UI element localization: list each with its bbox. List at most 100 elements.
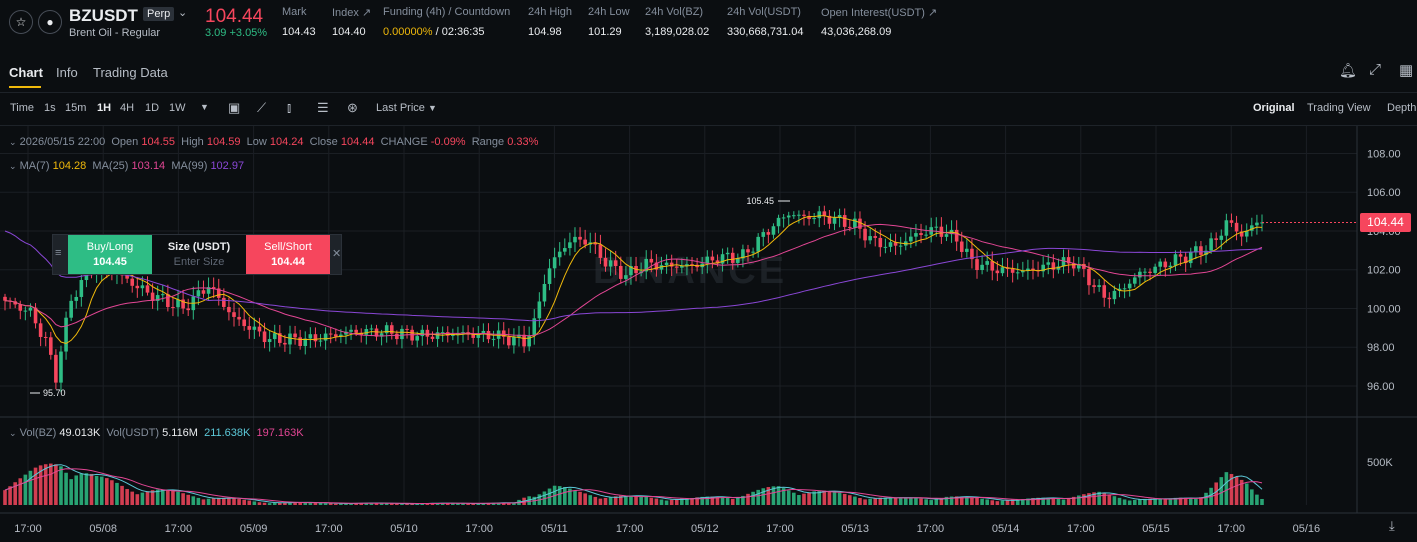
symbol-name[interactable]: BZUSDT	[69, 6, 138, 25]
candle-body	[924, 234, 928, 236]
volume-bar	[110, 480, 114, 505]
candle-body	[802, 214, 806, 216]
vol-legend: ⌄ Vol(BZ) 49.013K Vol(USDT) 5.116M 211.6…	[9, 427, 304, 439]
view-trading-view[interactable]: Trading View	[1307, 102, 1371, 114]
candle-body	[1122, 288, 1127, 290]
candle-body	[720, 254, 725, 264]
drag-handle-icon[interactable]: ≡	[55, 247, 62, 259]
legend-high: 104.59	[206, 136, 241, 148]
ma7-label: MA(7)	[19, 160, 50, 172]
ma-toggle-icon[interactable]: ⌄	[9, 161, 17, 171]
candle-body	[440, 332, 445, 334]
volume-bar	[262, 502, 267, 505]
legend-date: 2026/05/15 22:00	[19, 136, 106, 148]
volume-bar	[817, 490, 822, 505]
interval-1w[interactable]: 1W	[169, 102, 186, 114]
candle-body	[155, 295, 160, 301]
volume-bar	[827, 490, 832, 505]
candle-body	[603, 257, 608, 267]
volume-bar	[1234, 476, 1239, 505]
candle-body	[730, 252, 735, 263]
x-tick-label: 05/14	[992, 523, 1020, 535]
favorite-star-icon[interactable]: ☆	[9, 10, 33, 34]
volume-bar	[578, 491, 582, 505]
candle-body	[1199, 246, 1203, 255]
candle-body	[476, 333, 481, 338]
stat-oi-label[interactable]: Open Interest(USDT) ↗	[821, 7, 938, 19]
tab-info[interactable]: Info	[56, 65, 78, 80]
candle-body	[1234, 222, 1239, 232]
candle-body	[1194, 246, 1198, 253]
stat-index-label[interactable]: Index ↗	[332, 7, 372, 19]
interval-time[interactable]: Time	[10, 102, 35, 114]
candle-body	[1041, 264, 1045, 272]
volume-bar	[583, 493, 587, 505]
volume-bar	[120, 485, 124, 505]
interval-4h[interactable]: 4H	[120, 102, 135, 114]
candle-body	[318, 340, 323, 342]
volume-bar	[924, 499, 928, 505]
volume-bar	[822, 490, 827, 505]
vol-toggle-icon[interactable]: ⌄	[9, 428, 17, 438]
display-settings-icon[interactable]: ⊛	[347, 100, 358, 115]
indicator-icon[interactable]: ⟋	[257, 100, 267, 115]
view-depth[interactable]: Depth	[1387, 102, 1417, 114]
sell-short-button[interactable]: Sell/Short 104.44	[246, 235, 330, 274]
volume-bar	[54, 464, 58, 505]
volume-bar	[644, 496, 649, 505]
interval-15m[interactable]: 15m	[65, 102, 87, 114]
candle-body	[69, 300, 73, 318]
candle-body	[664, 262, 669, 266]
interval-1h[interactable]: 1H	[97, 102, 112, 114]
volume-bar	[975, 497, 979, 505]
volume-bar	[512, 502, 516, 505]
volume-bar	[766, 487, 771, 505]
candle-body	[486, 330, 491, 340]
candle-body	[746, 249, 750, 253]
ma7-line	[4, 215, 1263, 345]
candle-body	[578, 236, 582, 240]
vol-ma10-line	[4, 468, 1263, 504]
candle-body	[364, 329, 369, 335]
buy-long-button[interactable]: Buy/Long 104.45	[68, 235, 152, 274]
candle-body	[522, 334, 526, 347]
volume-bar	[1168, 498, 1173, 505]
candle-body	[415, 336, 420, 341]
price-type-select[interactable]: Last Price ▼	[376, 102, 437, 114]
candle-body	[211, 287, 216, 289]
price-chart[interactable]: 108.00106.00104.00102.00100.0098.0096.00…	[0, 126, 1417, 542]
calendar-icon[interactable]: ▣	[228, 100, 241, 115]
ohlc-legend: ⌄ 2026/05/15 22:00 Open 104.55 High 104.…	[9, 136, 538, 148]
candle-body	[272, 333, 277, 340]
interval-more-icon[interactable]: ▼	[200, 102, 209, 112]
candle-body	[395, 333, 399, 340]
candle-body	[1117, 288, 1122, 291]
candle-body	[674, 266, 679, 268]
scroll-to-latest-icon[interactable]: ⤓	[1389, 518, 1395, 533]
candle-body	[593, 242, 598, 245]
tab-chart[interactable]: Chart	[9, 65, 43, 80]
interval-1d[interactable]: 1D	[145, 102, 160, 114]
candle-body	[471, 334, 475, 338]
settings-list-icon[interactable]: ☰	[317, 100, 329, 115]
size-input[interactable]: Size (USDT) Enter Size	[152, 235, 246, 274]
candle-body	[323, 333, 328, 341]
interval-1s[interactable]: 1s	[44, 102, 56, 114]
close-icon[interactable]: ✕	[332, 248, 342, 260]
view-original[interactable]: Original	[1253, 102, 1295, 114]
expand-icon[interactable]: ⤢	[1369, 61, 1382, 78]
candle-body	[827, 215, 832, 224]
candle-body	[130, 278, 135, 286]
tab-trading-data[interactable]: Trading Data	[93, 65, 168, 80]
layout-grid-icon[interactable]: ▦	[1399, 62, 1414, 79]
legend-toggle-icon[interactable]: ⌄	[9, 137, 17, 147]
volume-bar	[1010, 499, 1015, 505]
volume-bar	[1127, 500, 1132, 505]
volume-bar	[1244, 483, 1249, 505]
candle-type-icon[interactable]: ⫾	[287, 100, 292, 115]
candle-body	[990, 261, 995, 271]
bell-icon[interactable]: 🔔︎	[1339, 62, 1357, 78]
vol-tick-label: 500K	[1367, 457, 1393, 469]
symbol-dropdown-icon[interactable]: ⌄	[178, 7, 188, 19]
candle-body	[232, 312, 236, 317]
